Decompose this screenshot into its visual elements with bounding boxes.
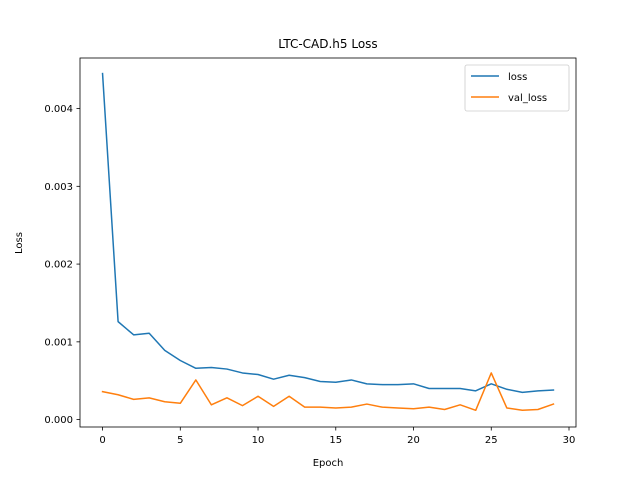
x-axis-label: Epoch — [313, 458, 344, 469]
y-tick-label: 0.001 — [44, 337, 73, 348]
series-line-loss — [101, 72, 555, 394]
x-axis: 0 5 10 15 20 25 30 — [99, 427, 575, 446]
legend: loss val_loss — [464, 64, 570, 112]
y-tick-label: 0.000 — [44, 415, 73, 426]
chart-title: LTC-CAD.h5 Loss — [278, 37, 377, 51]
x-tick-label: 25 — [485, 435, 498, 446]
x-tick-label: 20 — [407, 435, 420, 446]
x-tick-label: 30 — [563, 435, 576, 446]
y-tick-label: 0.003 — [44, 182, 73, 193]
plot-frame — [79, 57, 577, 428]
y-tick-label: 0.002 — [44, 260, 73, 271]
x-tick-label: 5 — [177, 435, 183, 446]
x-tick-label: 15 — [329, 435, 342, 446]
x-tick-label: 0 — [99, 435, 105, 446]
y-axis: 0.000 0.001 0.002 0.003 0.004 — [44, 104, 80, 426]
x-tick-label: 10 — [252, 435, 265, 446]
legend-label-loss: loss — [508, 72, 527, 83]
legend-label-val-loss: val_loss — [508, 93, 547, 104]
plot-area — [101, 72, 555, 412]
y-tick-label: 0.004 — [44, 104, 73, 115]
series-line-val-loss — [101, 372, 555, 412]
y-axis-label: Loss — [14, 232, 25, 254]
